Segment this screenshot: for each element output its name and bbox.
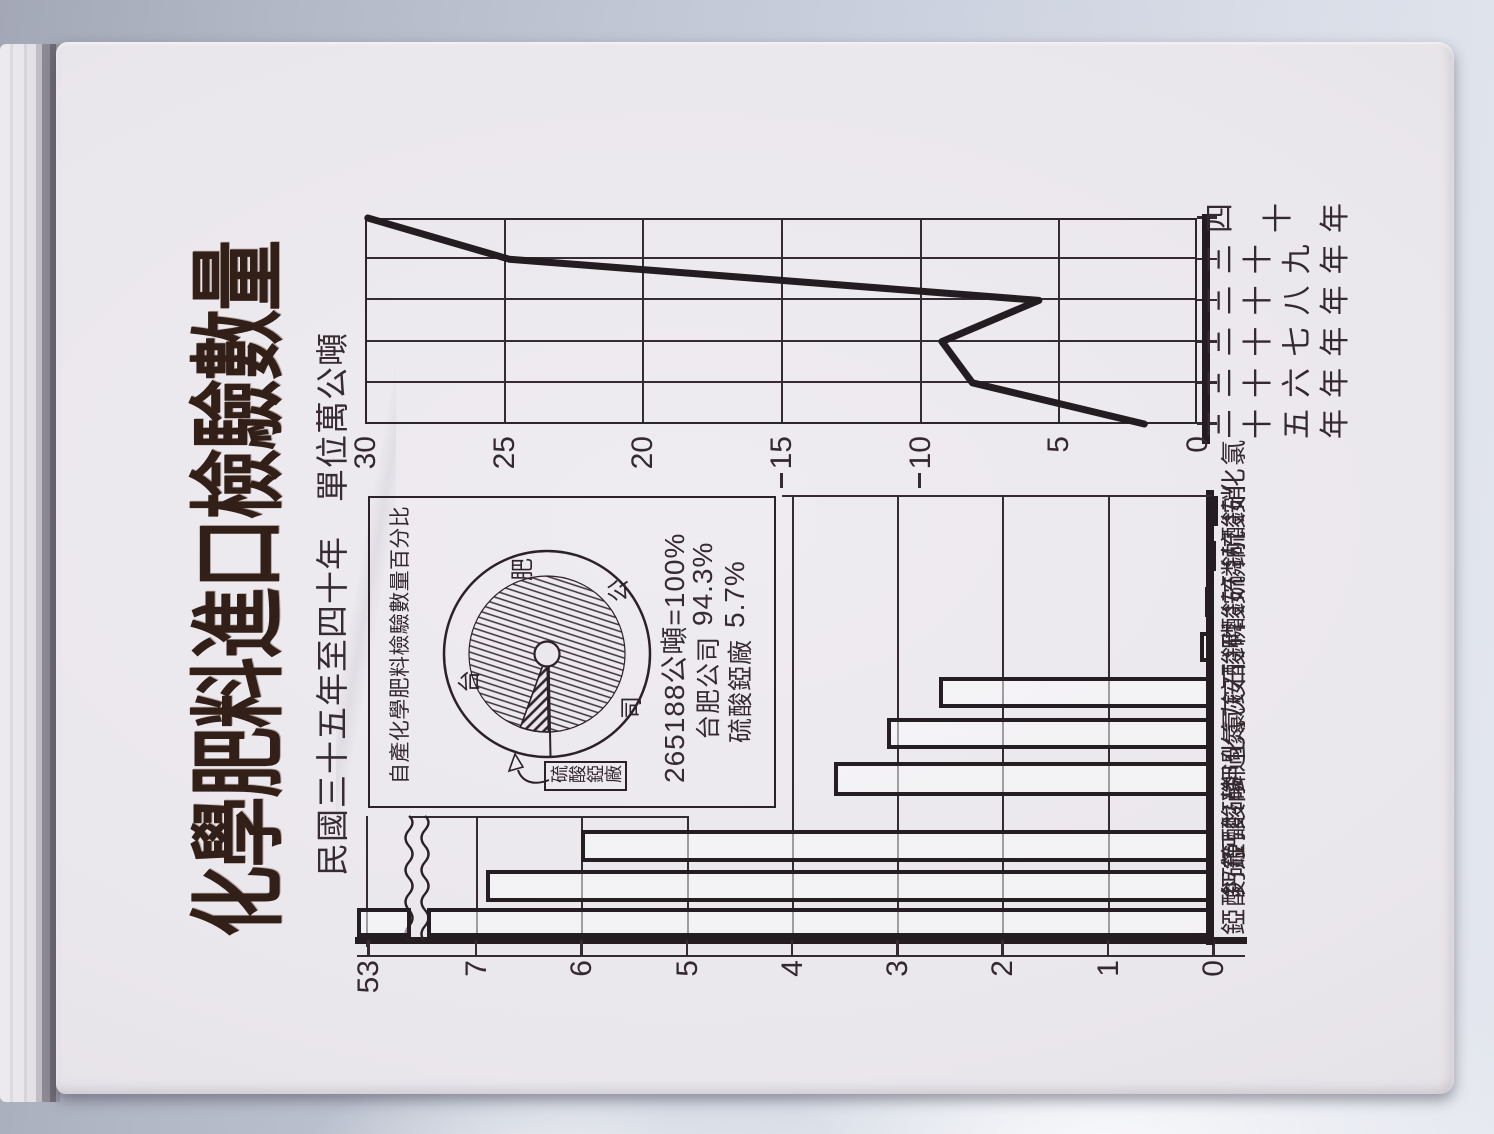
page-subtitle: 民國三十五年至四十年 單位萬公噸 [314,332,351,876]
bar [939,677,1210,709]
bar [486,870,1210,902]
bar-chart-y-tick [474,940,478,956]
bar [1204,587,1213,617]
line-chart-y-tick-label: 20 [626,436,660,470]
pie-panel: 自產化學肥料檢驗數量百分比 台 [368,496,776,808]
bar-chart-y-tick [1106,940,1110,956]
pie-row3-value: 5.7% [719,560,750,628]
bar-chart-y-tick-label: 2 [986,960,1020,977]
bar-chart-inner-frame [411,816,689,818]
bar-chart-y-tick [1001,940,1004,956]
bar-chart-y-axis-line [355,937,1247,944]
bar-chart-y-tick-label: 5 [670,960,704,977]
line-chart-y-tick-label: 5 [1042,436,1076,453]
bar [427,908,1210,938]
bar [1207,541,1216,571]
callout-arrow-icon [517,769,550,784]
line-chart-y-tick-label: 0 [1181,436,1214,453]
bar [1209,496,1218,526]
slice-leader-line [547,653,552,758]
bar-chart-y-tick-label: 4 [775,960,809,977]
bar-chart-y-tick [580,940,583,956]
bar-chart-y-tick-label: 0 [1197,960,1230,977]
bar [1200,632,1210,662]
bar [581,830,1210,862]
bar-chart-y-tick-label: 6 [565,960,599,977]
bar-chart-y-tick [896,940,899,956]
page-title: 化學肥料進口檢驗數量 [186,241,293,937]
pie-row3-name: 硫酸錏廠 [727,638,755,743]
callout-label-box: 硫酸錏廠 [544,761,627,791]
pie-row2-value: 94.3% [687,541,718,626]
pie-small-slice [519,653,550,733]
bar [833,762,1210,796]
line-chart-y-tick-label: 25 [487,436,521,470]
pie-center-dot [533,640,561,668]
bar-chart-y-tick-label: 53 [352,960,385,994]
line-chart-series [364,214,1148,428]
bar-chart-y-tick-label: 7 [459,960,493,977]
bar-chart-axis-outer-line [357,955,1245,957]
bar-chart-y-tick-label: 1 [1091,960,1125,977]
book-left-pages-edge [0,44,60,1102]
bar-chart-y-tick [685,940,688,956]
ring-label-char: 台 [456,670,482,693]
line-chart-y-tick-label: 30 [349,436,382,470]
y-tick-dash-15 [780,473,783,488]
bar-chart-y-tick [790,940,794,956]
bar-broken-top-segment [357,908,411,938]
pie-row2-name: 台肥公司 [695,635,723,740]
bar [886,718,1210,750]
callout-arrowhead-icon [507,752,525,773]
y-tick-dash-10 [918,473,921,488]
ring-label-char: 公 [605,579,631,602]
bar-chart-category-label: 氯化銨 [1220,439,1249,527]
bar-chart-y-tick [367,940,370,956]
ring-label-char: 司 [618,696,644,719]
pie-donut [442,549,652,784]
bar-chart-y-tick-label: 3 [881,960,915,977]
ring-label-char: 肥 [509,558,535,581]
pie-outer-ring [442,549,652,759]
bar-chart-right-frame [782,495,1212,497]
